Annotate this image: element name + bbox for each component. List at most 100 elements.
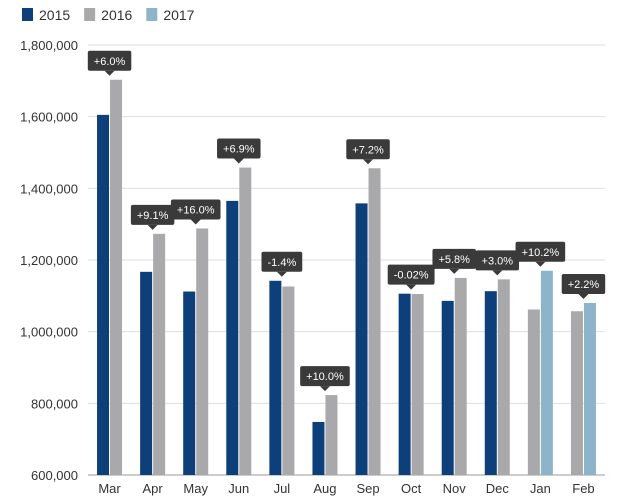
callout-box	[346, 139, 390, 160]
callout: -1.4%	[261, 251, 303, 277]
callout-label: +6.0%	[94, 56, 126, 68]
callout: +10.2%	[515, 241, 566, 267]
callout-box	[387, 264, 435, 285]
y-tick-label: 1,800,000	[20, 38, 78, 53]
callout-pointer	[492, 270, 503, 276]
bar-2015-Mar	[97, 114, 110, 475]
bar-2015-Jul	[269, 280, 282, 475]
callout-box	[170, 199, 221, 220]
x-tick-label: Jul	[274, 481, 291, 496]
callout: +9.1%	[130, 204, 175, 230]
callout: +10.0%	[300, 366, 350, 392]
callout-pointer	[190, 219, 201, 225]
x-tick-label: Mar	[98, 481, 121, 496]
bar-2015-May	[183, 291, 196, 475]
callout-box	[261, 251, 303, 272]
bar-2016-Feb	[570, 311, 583, 475]
callout-pointer	[535, 261, 546, 267]
bar-2017-Jan	[540, 270, 553, 475]
callout-label: +6.9%	[223, 144, 255, 156]
callout: +6.9%	[217, 138, 261, 164]
callout-label: +7.2%	[352, 144, 384, 156]
legend-swatch-2017	[146, 8, 158, 21]
x-tick-label: Aug	[313, 481, 336, 496]
bar-2015-Nov	[441, 300, 454, 475]
callout-label: +10.2%	[522, 247, 560, 259]
legend-label: 2016	[101, 7, 132, 23]
callout-box	[475, 250, 520, 271]
bar-2016-Jul	[282, 286, 295, 475]
callout-box	[130, 204, 175, 225]
y-tick-label: 1,600,000	[20, 110, 78, 125]
callout: +16.0%	[170, 199, 221, 225]
bar-2016-Jun	[239, 167, 252, 476]
x-tick-label: Nov	[443, 481, 467, 496]
bar-2016-Oct	[411, 294, 424, 475]
x-tick-label: Dec	[486, 481, 510, 496]
bar-2016-Aug	[325, 395, 338, 475]
callout-label: +10.0%	[306, 371, 344, 383]
bar-2015-Dec	[484, 291, 497, 475]
bar-2016-May	[196, 228, 209, 475]
bar-2015-Oct	[398, 293, 411, 475]
callout-pointer	[406, 284, 417, 290]
legend: 2015 2016 2017	[22, 7, 195, 23]
callout-label: +3.0%	[482, 255, 514, 267]
y-axis-ticks: 600,000 800,000 1,000,000 1,200,000 1,400,00…	[20, 38, 78, 483]
callout-box	[217, 138, 261, 159]
bar-2015-Jun	[226, 200, 239, 475]
callout-label: +9.1%	[137, 210, 169, 222]
callout-label: +16.0%	[177, 204, 215, 216]
callout-pointer	[233, 158, 244, 164]
callout-label: +2.2%	[568, 279, 600, 291]
bar-2015-Aug	[312, 421, 325, 475]
x-tick-label: Feb	[572, 481, 594, 496]
callout-pointer	[276, 271, 287, 277]
x-axis-ticks: Mar Apr May Jun Jul Aug Sep Oct Nov Dec Jan Feb	[98, 481, 594, 496]
callout: +5.8%	[432, 248, 476, 274]
x-tick-label: Oct	[401, 481, 422, 496]
legend-label: 2015	[39, 7, 70, 23]
bar-2015-Apr	[140, 271, 153, 475]
bar-2016-Jan	[527, 309, 540, 475]
callout-box	[300, 366, 350, 387]
bar-2016-Nov	[454, 277, 467, 475]
callout-label: -1.4%	[268, 257, 297, 269]
callout-pointer	[449, 268, 460, 274]
callout-label: +5.8%	[438, 254, 470, 266]
bar-2016-Mar	[110, 79, 123, 475]
x-tick-label: Jan	[530, 481, 551, 496]
callout-pointer	[147, 224, 158, 230]
bar-2017-Feb	[583, 303, 596, 475]
callout-label: -0.02%	[394, 270, 429, 282]
bars	[97, 79, 596, 476]
change-callouts: +6.0% +9.1% +16.0% +6.9% -1.4% +10.0% +7.2% -0.…	[87, 50, 606, 392]
bar-2015-Sep	[355, 203, 368, 475]
y-tick-label: 1,400,000	[20, 181, 78, 196]
bar-2016-Dec	[497, 279, 510, 475]
y-tick-label: 1,000,000	[20, 325, 78, 340]
callout: +3.0%	[475, 250, 520, 276]
x-tick-label: Sep	[356, 481, 379, 496]
callout-box	[432, 248, 476, 269]
y-tick-label: 800,000	[31, 396, 78, 411]
callout-pointer	[363, 159, 374, 165]
callout-pointer	[319, 386, 330, 392]
bar-2016-Apr	[153, 233, 166, 475]
callout-pointer	[578, 294, 589, 299]
y-tick-label: 1,200,000	[20, 253, 78, 268]
bar-2016-Sep	[368, 168, 381, 475]
x-tick-label: May	[183, 481, 208, 496]
callout: -0.02%	[387, 264, 435, 290]
legend-swatch-2016	[84, 8, 96, 21]
callout: +2.2%	[561, 274, 606, 299]
callout: +6.0%	[87, 50, 132, 76]
callout-box	[515, 241, 566, 262]
callout-box	[87, 50, 132, 71]
x-tick-label: Apr	[143, 481, 164, 496]
legend-label: 2017	[163, 7, 194, 23]
callout: +7.2%	[346, 139, 390, 165]
callout-pointer	[104, 70, 115, 76]
x-tick-label: Jun	[228, 481, 249, 496]
